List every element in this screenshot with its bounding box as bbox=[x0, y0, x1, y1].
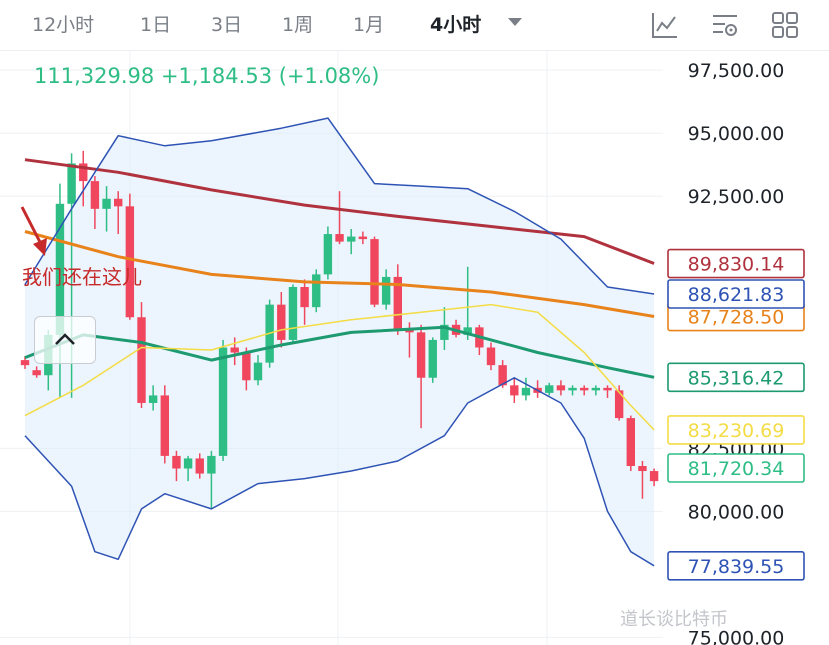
candle-body bbox=[405, 329, 414, 333]
timeframe-dropdown-icon[interactable] bbox=[508, 18, 522, 26]
price-level-label: 87,728.50 bbox=[688, 307, 785, 329]
price-level-label: 77,839.55 bbox=[688, 556, 785, 578]
candle-body bbox=[545, 385, 554, 393]
candle-body bbox=[20, 360, 30, 366]
y-tick-label: 92,500.00 bbox=[688, 186, 785, 208]
candle-body bbox=[253, 362, 263, 381]
candle-body bbox=[102, 198, 111, 209]
candle-body bbox=[218, 347, 228, 456]
candle-body bbox=[300, 286, 309, 308]
candle-body bbox=[312, 274, 321, 308]
grid-layout-icon[interactable] bbox=[770, 10, 800, 40]
last-price: 111,329.98 bbox=[34, 64, 155, 88]
candle-body bbox=[125, 206, 135, 318]
price-change-percent: (+1.08%) bbox=[278, 64, 380, 88]
tab-12h[interactable]: 12小时 bbox=[32, 14, 95, 36]
candle-body bbox=[649, 471, 659, 482]
price-level-tag bbox=[667, 551, 805, 581]
candle-body bbox=[32, 370, 41, 376]
candle-body bbox=[556, 385, 566, 391]
collapse-button[interactable] bbox=[34, 316, 96, 364]
tab-1m[interactable]: 1月 bbox=[353, 14, 385, 36]
candle-body bbox=[137, 317, 146, 403]
candle-body bbox=[79, 163, 88, 182]
candle-body bbox=[288, 286, 298, 340]
chevron-up-icon bbox=[55, 333, 75, 345]
candle-body bbox=[160, 395, 169, 456]
candle-body bbox=[521, 387, 531, 396]
indicator-settings-icon[interactable] bbox=[710, 10, 740, 40]
candle-body bbox=[428, 339, 437, 378]
price-level-tag bbox=[667, 453, 805, 483]
candle-body bbox=[55, 203, 65, 335]
indicator-line bbox=[24, 325, 655, 379]
candle-body bbox=[90, 181, 100, 209]
tab-1w[interactable]: 1周 bbox=[282, 14, 314, 36]
annotation-arrow-head bbox=[33, 238, 47, 256]
watermark: 道长谈比特币 bbox=[620, 609, 728, 630]
price-level-label: 88,621.83 bbox=[688, 284, 785, 306]
candle-body bbox=[370, 239, 379, 305]
annotation-arrow bbox=[20, 206, 44, 247]
candle-body bbox=[498, 365, 507, 386]
price-level-tag bbox=[667, 279, 805, 309]
candle-body bbox=[568, 387, 577, 391]
price-level-label: 83,230.69 bbox=[688, 420, 785, 442]
indicator-line bbox=[24, 117, 655, 295]
candle-body bbox=[381, 276, 391, 305]
line-chart-icon[interactable] bbox=[650, 10, 680, 40]
tab-4h[interactable]: 4小时 bbox=[430, 14, 482, 36]
candle-body bbox=[358, 236, 368, 240]
y-tick-label: 75,000.00 bbox=[688, 627, 785, 645]
indicator-line bbox=[24, 158, 655, 265]
candle-body bbox=[335, 234, 344, 242]
price-level-tag bbox=[667, 362, 805, 393]
candle-body bbox=[626, 418, 635, 466]
tab-1d[interactable]: 1日 bbox=[140, 14, 172, 36]
annotation-label: 我们还在这儿 bbox=[22, 265, 142, 289]
y-tick-label: 80,000.00 bbox=[688, 501, 785, 523]
candle-body bbox=[440, 324, 449, 340]
candle-body bbox=[183, 458, 193, 469]
candle-body bbox=[230, 347, 239, 353]
candle-body bbox=[172, 455, 181, 469]
y-tick-label: 95,000.00 bbox=[688, 123, 785, 145]
candle-body bbox=[195, 458, 204, 474]
indicator-line bbox=[24, 230, 655, 318]
candle-body bbox=[591, 387, 601, 391]
candle-body bbox=[486, 347, 496, 366]
candle-body bbox=[510, 385, 519, 396]
candle-body bbox=[393, 276, 402, 330]
candle-body bbox=[463, 327, 472, 335]
candle-body bbox=[67, 163, 76, 204]
y-tick-label: 97,500.00 bbox=[688, 60, 785, 82]
candle-body bbox=[416, 332, 426, 378]
price-level-label: 85,316.42 bbox=[688, 367, 785, 389]
candle-body bbox=[114, 198, 123, 207]
candle-body bbox=[347, 236, 356, 242]
price-level-label: 81,720.34 bbox=[688, 458, 785, 480]
candle-body bbox=[207, 455, 216, 474]
indicator-line bbox=[24, 303, 655, 431]
candle-body bbox=[277, 304, 286, 340]
price-summary: 111,329.98 +1,184.53 (+1.08%) bbox=[34, 64, 379, 88]
price-level-tag bbox=[667, 415, 805, 445]
price-change: +1,184.53 bbox=[160, 64, 273, 88]
bollinger-band-fill bbox=[25, 118, 655, 566]
candle-body bbox=[148, 395, 158, 403]
indicator-line bbox=[24, 377, 655, 567]
candle-body bbox=[323, 234, 333, 275]
timeframe-tabs: 12小时 1日 3日 1周 1月 4小时 bbox=[0, 0, 829, 51]
candle-body bbox=[614, 390, 624, 419]
price-level-label: 89,830.14 bbox=[688, 254, 785, 276]
tab-3d[interactable]: 3日 bbox=[211, 14, 243, 36]
candle-body bbox=[603, 387, 612, 391]
candle-body bbox=[242, 352, 251, 381]
candle-body bbox=[638, 465, 647, 472]
candle-body bbox=[580, 387, 589, 391]
price-level-tag bbox=[667, 248, 805, 279]
